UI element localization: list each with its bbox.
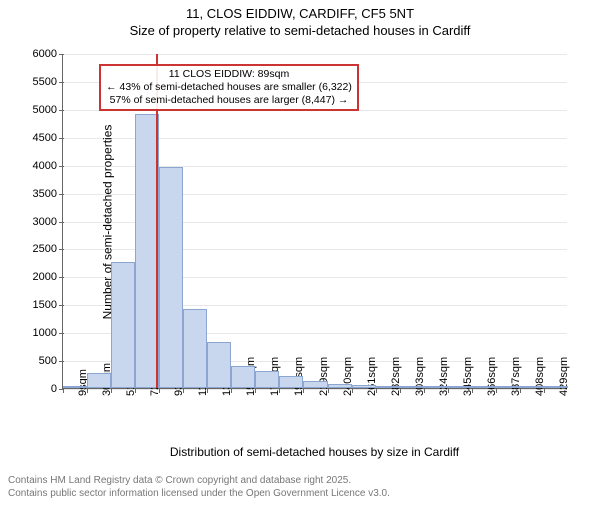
histogram-bar bbox=[520, 386, 544, 388]
annotation-line1: 11 CLOS EIDDIW: 89sqm bbox=[105, 68, 353, 81]
annotation-line3: 57% of semi-detached houses are larger (… bbox=[105, 94, 353, 107]
xtick-mark bbox=[303, 388, 304, 393]
xtick-label: 429sqm bbox=[558, 357, 570, 396]
xtick-mark bbox=[352, 388, 353, 393]
xtick-mark bbox=[544, 388, 545, 393]
histogram-bar bbox=[63, 386, 87, 388]
ytick-label: 500 bbox=[39, 355, 63, 367]
ytick-label: 3500 bbox=[33, 188, 63, 200]
footer-line-1: Contains HM Land Registry data © Crown c… bbox=[8, 475, 390, 488]
ytick-label: 2500 bbox=[33, 243, 63, 255]
xtick-mark bbox=[328, 388, 329, 393]
xtick-mark bbox=[231, 388, 232, 393]
histogram-bar bbox=[544, 386, 568, 388]
xtick-mark bbox=[135, 388, 136, 393]
x-axis-label: Distribution of semi-detached houses by … bbox=[170, 445, 459, 459]
histogram-bar bbox=[87, 373, 111, 388]
histogram-bar bbox=[328, 384, 352, 388]
xtick-mark bbox=[400, 388, 401, 393]
xtick-mark bbox=[448, 388, 449, 393]
histogram-bar bbox=[255, 371, 279, 388]
title-line-2: Size of property relative to semi-detach… bbox=[0, 23, 600, 38]
ytick-label: 0 bbox=[51, 383, 63, 395]
xtick-mark bbox=[63, 388, 64, 393]
ytick-label: 3000 bbox=[33, 216, 63, 228]
histogram-bar bbox=[376, 386, 400, 388]
ytick-label: 4500 bbox=[33, 132, 63, 144]
chart-container: 11, CLOS EIDDIW, CARDIFF, CF5 5NT Size o… bbox=[0, 6, 600, 506]
xtick-mark bbox=[111, 388, 112, 393]
ytick-label: 5500 bbox=[33, 76, 63, 88]
annotation-line2: ← 43% of semi-detached houses are smalle… bbox=[105, 81, 353, 94]
histogram-bar bbox=[111, 262, 135, 388]
xtick-mark bbox=[496, 388, 497, 393]
histogram-bar bbox=[400, 386, 424, 388]
histogram-bar bbox=[207, 342, 231, 388]
histogram-bar bbox=[472, 386, 496, 388]
annotation-box: 11 CLOS EIDDIW: 89sqm← 43% of semi-detac… bbox=[99, 64, 359, 111]
chart-area: 0500100015002000250030003500400045005000… bbox=[62, 54, 567, 389]
histogram-bar bbox=[231, 366, 255, 388]
xtick-mark bbox=[520, 388, 521, 393]
ytick-label: 1000 bbox=[33, 327, 63, 339]
histogram-bar bbox=[279, 376, 303, 388]
title-block: 11, CLOS EIDDIW, CARDIFF, CF5 5NT Size o… bbox=[0, 6, 600, 38]
ytick-label: 5000 bbox=[33, 104, 63, 116]
footer-line-2: Contains public sector information licen… bbox=[8, 488, 390, 501]
ytick-label: 6000 bbox=[33, 48, 63, 60]
xtick-mark bbox=[376, 388, 377, 393]
histogram-bar bbox=[303, 381, 327, 388]
xtick-mark bbox=[255, 388, 256, 393]
histogram-bar bbox=[424, 386, 448, 388]
histogram-bar bbox=[496, 386, 520, 388]
plot: 0500100015002000250030003500400045005000… bbox=[62, 54, 567, 389]
gridline-h bbox=[63, 54, 567, 55]
xtick-mark bbox=[159, 388, 160, 393]
title-line-1: 11, CLOS EIDDIW, CARDIFF, CF5 5NT bbox=[0, 6, 600, 21]
ytick-label: 2000 bbox=[33, 271, 63, 283]
xtick-mark bbox=[472, 388, 473, 393]
histogram-bar bbox=[352, 385, 376, 388]
ytick-label: 4000 bbox=[33, 160, 63, 172]
footer: Contains HM Land Registry data © Crown c… bbox=[8, 475, 390, 500]
xtick-mark bbox=[279, 388, 280, 393]
ytick-label: 1500 bbox=[33, 299, 63, 311]
histogram-bar bbox=[448, 386, 472, 388]
xtick-mark bbox=[207, 388, 208, 393]
xtick-mark bbox=[424, 388, 425, 393]
xtick-mark bbox=[87, 388, 88, 393]
histogram-bar bbox=[159, 167, 183, 388]
histogram-bar bbox=[183, 309, 207, 388]
xtick-mark bbox=[183, 388, 184, 393]
